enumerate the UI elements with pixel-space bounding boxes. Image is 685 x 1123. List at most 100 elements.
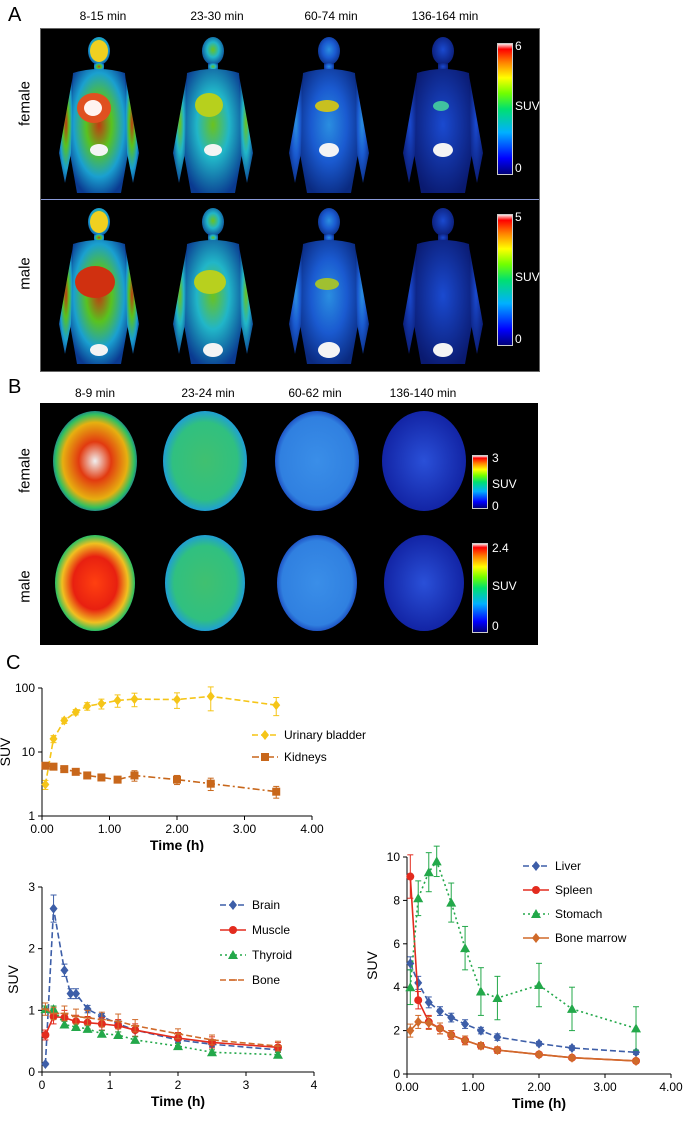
- x-tick-label: 2.00: [527, 1080, 551, 1094]
- chart-brain-muscle: 0 1 2 3 4 0 1 2 3 Time (h) SUV Brain Muscle Thyroid Bo…: [5, 880, 318, 1109]
- legend-marker: [261, 730, 269, 740]
- data-point: [173, 694, 181, 705]
- data-point: [41, 779, 50, 790]
- data-point: [475, 986, 486, 996]
- data-point: [406, 872, 415, 881]
- panel-a-time-label: 60-74 min: [304, 9, 358, 23]
- data-point: [272, 787, 281, 796]
- data-point: [49, 762, 58, 771]
- data-point: [60, 765, 69, 774]
- wholebody-pet-images: [59, 37, 483, 364]
- data-point: [535, 1049, 543, 1060]
- y-tick-label: 0: [393, 1067, 400, 1081]
- data-point: [424, 1018, 433, 1029]
- data-point: [632, 1055, 641, 1066]
- chart-liver-spleen: 0.00 1.00 2.00 3.00 4.00 0 2 4 6 8 10 Time (h) SUV Li…: [364, 845, 683, 1111]
- data-point: [60, 715, 69, 726]
- legend-marker: [228, 950, 238, 959]
- data-point: [406, 1025, 415, 1036]
- brain-pet-images: [53, 411, 466, 631]
- legend-label: Bone marrow: [555, 931, 627, 945]
- data-point: [535, 1038, 543, 1049]
- colorbar-label: SUV: [515, 270, 540, 284]
- female-row: [59, 37, 483, 193]
- chart-bladder-kidneys: 0.00 1.00 2.00 3.00 4.00 1 10 100 Time (h) SUV Uri…: [0, 681, 366, 852]
- legend-label: Muscle: [252, 923, 290, 937]
- data-point: [97, 698, 106, 709]
- legend-label: Thyroid: [252, 948, 292, 962]
- data-point: [113, 695, 122, 706]
- x-tick-label: 0.00: [30, 822, 54, 836]
- data-point: [461, 1019, 470, 1030]
- x-tick-label: 4.00: [659, 1080, 683, 1094]
- x-axis-label: Time (h): [150, 837, 204, 852]
- x-tick-label: 4.00: [300, 822, 324, 836]
- colorbar-label: SUV: [492, 477, 517, 491]
- colorbar-label: SUV: [515, 99, 540, 113]
- data-point: [493, 1045, 502, 1056]
- data-point: [431, 856, 442, 866]
- data-point: [476, 1025, 485, 1036]
- series-brain: Brain: [41, 894, 282, 1069]
- panel-a-time-label: 136-164 min: [411, 9, 479, 23]
- series-thyroid: Thyroid: [40, 948, 292, 1059]
- male-row: [59, 208, 483, 364]
- data-point: [405, 982, 416, 992]
- data-point: [206, 691, 215, 702]
- legend-label: Spleen: [555, 883, 592, 897]
- data-point: [567, 1003, 577, 1013]
- legend-marker: [261, 753, 269, 761]
- series-line: [44, 908, 279, 1065]
- data-point: [423, 867, 434, 877]
- legend-label: Brain: [252, 898, 280, 912]
- y-tick-label: 1: [28, 1003, 35, 1017]
- data-point: [272, 700, 281, 711]
- data-point: [173, 1041, 183, 1051]
- series-line: [409, 876, 637, 1062]
- panel-b-time-label: 136-140 min: [389, 386, 457, 400]
- y-axis-label: SUV: [364, 950, 380, 979]
- panel-a-time-label: 23-30 min: [190, 9, 244, 23]
- data-point: [206, 779, 215, 788]
- legend-label: Stomach: [555, 907, 602, 921]
- colorbar-min: 0: [515, 332, 522, 346]
- legend-marker: [532, 886, 540, 894]
- series-urinary-bladder: Urinary bladder: [41, 686, 366, 790]
- legend-marker: [531, 909, 541, 918]
- series-line: [409, 963, 637, 1054]
- data-point: [446, 897, 457, 907]
- row-divider: [41, 199, 539, 200]
- row-label-female: female: [16, 80, 34, 127]
- data-point: [59, 1019, 70, 1029]
- data-point: [60, 965, 69, 976]
- data-point: [72, 988, 80, 999]
- x-tick-label: 3: [243, 1078, 250, 1092]
- legend-marker: [532, 861, 540, 871]
- x-tick-label: 1.00: [461, 1080, 485, 1094]
- x-tick-label: 3.00: [233, 822, 257, 836]
- series-bone: Bone: [41, 973, 282, 1052]
- data-point: [41, 761, 50, 770]
- legend-label: Bone: [252, 973, 280, 987]
- colorbar-max: 3: [492, 451, 499, 465]
- colorbar-male: [497, 214, 513, 346]
- data-point: [113, 1030, 124, 1039]
- colorbar-female: [472, 455, 488, 509]
- panel-b-time-label: 23-24 min: [181, 386, 235, 400]
- panel-a-image-frame: 6 SUV 0 5 SUV 0: [40, 28, 540, 372]
- colorbar-min: 0: [492, 619, 499, 633]
- y-tick-label: 100: [15, 681, 35, 695]
- series-muscle: Muscle: [41, 923, 290, 1053]
- x-tick-label: 2: [175, 1078, 182, 1092]
- data-point: [130, 771, 139, 780]
- data-point: [568, 1042, 576, 1053]
- row-label-female: female: [16, 447, 34, 494]
- x-tick-label: 2.00: [165, 822, 189, 836]
- data-point: [424, 997, 433, 1008]
- y-tick-label: 2: [393, 1024, 400, 1038]
- data-point: [83, 771, 92, 780]
- y-tick-label: 10: [387, 850, 401, 864]
- data-point: [476, 1040, 485, 1051]
- row-label-male: male: [16, 257, 34, 290]
- legend-marker: [229, 926, 237, 934]
